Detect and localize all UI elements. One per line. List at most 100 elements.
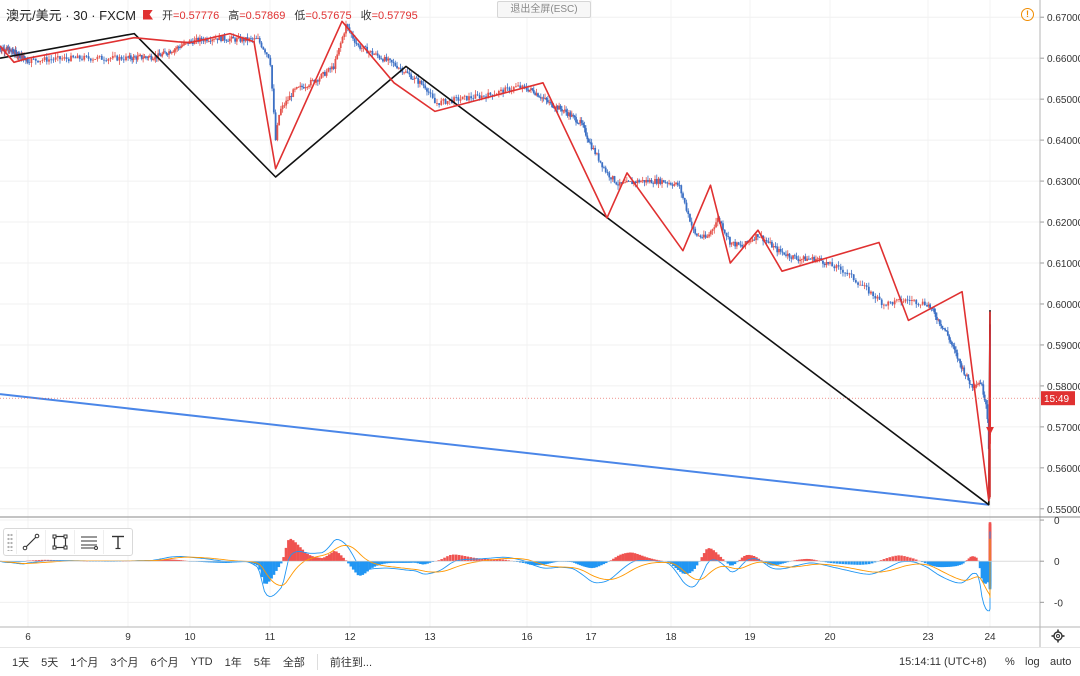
macd-histogram-bar xyxy=(980,561,984,579)
range-1y-button[interactable]: 1年 xyxy=(224,657,242,669)
macd-histogram-bar xyxy=(963,561,967,562)
log-scale-toggle[interactable]: log xyxy=(1025,656,1040,668)
macd-histogram-bar xyxy=(691,561,694,572)
macd-histogram-bar xyxy=(265,561,269,584)
candle-body xyxy=(620,182,623,184)
candle-body xyxy=(517,85,519,87)
goto-date-button[interactable]: 前往到... xyxy=(329,657,373,669)
candle-body xyxy=(78,55,81,59)
candle-body xyxy=(127,56,130,58)
candle-body xyxy=(908,299,911,302)
candle-body xyxy=(489,92,492,95)
macd-histogram-bar xyxy=(612,558,615,562)
candle-body xyxy=(404,71,407,73)
candle-body xyxy=(934,312,937,317)
candle-body xyxy=(525,86,528,90)
last-price-tag xyxy=(1041,391,1075,406)
macd-histogram-bar xyxy=(604,561,608,564)
trend-line-tool-icon[interactable] xyxy=(16,530,45,554)
macd-histogram-bar xyxy=(454,554,458,562)
grip-icon[interactable] xyxy=(7,533,13,551)
candle-body xyxy=(799,259,801,262)
candle-body xyxy=(610,177,612,180)
candle-body xyxy=(408,72,411,75)
candle-body xyxy=(410,74,413,80)
range-1m-button[interactable]: 1个月 xyxy=(70,657,99,669)
candle-body xyxy=(532,90,535,94)
candle-body xyxy=(241,38,244,42)
candle-body xyxy=(223,35,226,41)
range-1d-button[interactable]: 1天 xyxy=(12,657,30,669)
candle-body xyxy=(364,46,367,48)
range-ytd-button[interactable]: YTD xyxy=(190,656,213,668)
candle-body xyxy=(179,47,181,49)
range-all-button[interactable]: 全部 xyxy=(282,657,305,669)
candle-body xyxy=(39,60,42,63)
candle-body xyxy=(781,251,784,253)
y-tick-label: 0.55000 xyxy=(1047,505,1080,516)
flag-icon[interactable] xyxy=(143,9,154,20)
macd-histogram-bar xyxy=(518,561,522,563)
range-5d-button[interactable]: 5天 xyxy=(41,657,59,669)
candle-body xyxy=(387,58,390,61)
candle-body xyxy=(629,181,632,183)
macd-histogram-bar xyxy=(573,561,576,563)
candle-body xyxy=(822,260,824,264)
candle-body xyxy=(850,273,853,275)
candle-body xyxy=(961,367,964,369)
candle-body xyxy=(730,242,733,245)
candle-body xyxy=(114,55,116,57)
candle-body xyxy=(382,59,384,62)
candle-body xyxy=(631,181,634,185)
candle-body xyxy=(615,182,618,185)
candle-body xyxy=(668,183,670,184)
candle-body xyxy=(465,95,468,101)
candle-body xyxy=(741,244,743,247)
candle-body xyxy=(982,384,985,395)
percent-scale-toggle[interactable]: % xyxy=(1005,656,1015,668)
candle-body xyxy=(577,123,580,125)
candle-body xyxy=(276,125,279,141)
exit-fullscreen-button[interactable]: 退出全屏(ESC) xyxy=(497,1,591,18)
candle-body xyxy=(8,48,11,51)
candle-body xyxy=(446,101,449,104)
range-5y-button[interactable]: 5年 xyxy=(253,657,271,669)
candle-body xyxy=(122,59,125,61)
macd-histogram-bar xyxy=(621,553,625,562)
candle-body xyxy=(790,257,793,259)
range-6m-button[interactable]: 6个月 xyxy=(150,657,179,669)
candle-body xyxy=(722,223,724,230)
candle-body xyxy=(735,242,738,247)
candle-body xyxy=(506,87,509,89)
gear-icon[interactable] xyxy=(1051,629,1065,643)
macd-histogram-bar xyxy=(578,561,582,566)
macd-histogram-bar xyxy=(643,556,646,562)
candle-body xyxy=(92,59,94,61)
candle-body xyxy=(468,96,470,101)
rectangle-tool-icon[interactable] xyxy=(45,530,74,554)
macd-histogram-bar xyxy=(311,556,314,562)
clock-readout[interactable]: 15:14:11 (UTC+8) xyxy=(899,656,987,668)
macd-histogram-bar xyxy=(631,552,634,562)
candle-body xyxy=(279,108,282,115)
candle-body xyxy=(669,183,672,185)
candle-body xyxy=(765,240,768,242)
auto-scale-toggle[interactable]: auto xyxy=(1050,656,1072,668)
symbol-name[interactable]: 澳元/美元 · 30 · FXCM xyxy=(6,8,137,23)
macd-histogram-bar xyxy=(330,552,333,562)
text-tool-icon[interactable] xyxy=(103,530,132,554)
macd-histogram-bar xyxy=(882,559,886,562)
fib-tool-icon[interactable] xyxy=(74,530,103,554)
candle-body xyxy=(63,57,66,59)
macd-histogram-bar xyxy=(411,561,415,563)
candle-body xyxy=(500,89,502,92)
macd-histogram-bar xyxy=(731,561,734,566)
alert-icon[interactable]: ! xyxy=(1021,8,1034,21)
candle-body xyxy=(952,344,955,347)
candle-body xyxy=(749,241,752,242)
macd-histogram-bar xyxy=(540,561,544,565)
y-tick-label: 0.61000 xyxy=(1047,259,1080,270)
candle-body xyxy=(807,258,810,260)
main-chart[interactable]: 15:49 0.67000 0.66000 0.65000 0.64000 0.6300… xyxy=(0,0,1080,647)
range-3m-button[interactable]: 3个月 xyxy=(110,657,139,669)
